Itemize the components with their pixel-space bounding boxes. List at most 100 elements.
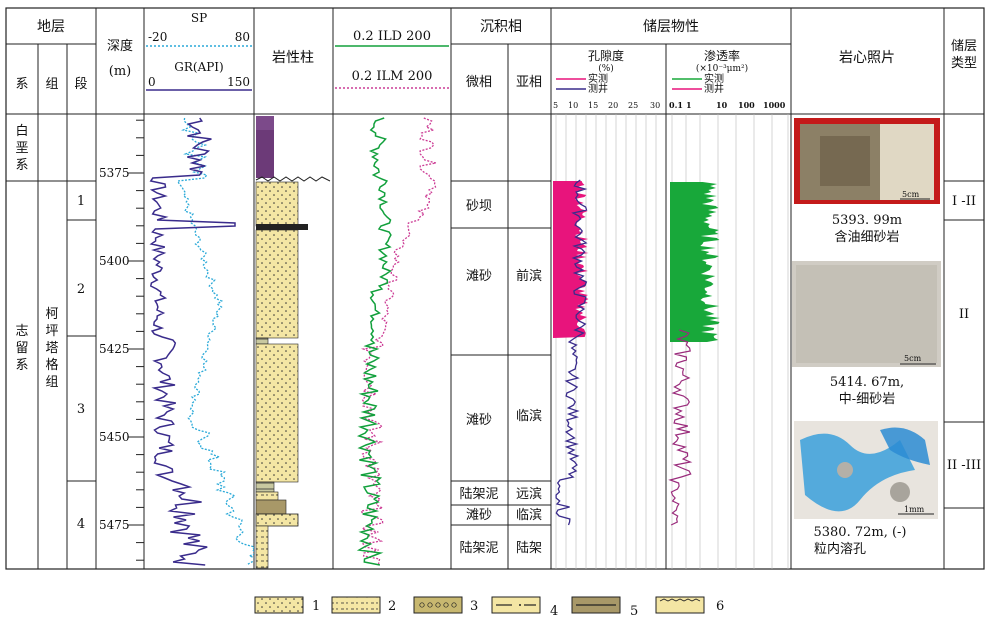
- lith-thin-bed: [256, 224, 308, 230]
- photo-3-caption-desc: 粒内溶孔: [814, 541, 866, 557]
- facies-column: 砂坝 滩砂 前滨 滩砂 临滨 陆架泥 远滨 滩砂 临滨 陆架泥 陆架: [459, 199, 542, 556]
- gr-curve: [149, 117, 236, 566]
- member-3: 3: [77, 402, 85, 417]
- perm-logged-label: 测井: [704, 82, 724, 95]
- legend-label-2: 2: [388, 599, 396, 614]
- members: 1 2 3 4: [77, 194, 85, 532]
- depth-label: 5450: [99, 430, 130, 444]
- gr-max: 150: [227, 75, 250, 89]
- porosity-tick: 15: [588, 101, 598, 110]
- properties-track: [553, 179, 720, 526]
- subfacies-3: 临滨: [516, 408, 542, 424]
- table-frame: [5, 7, 985, 570]
- facies-header: 沉积相: [480, 19, 522, 35]
- photo-2-caption-depth: 5414. 67m,: [830, 375, 904, 390]
- photo-2-scale: 5cm: [904, 354, 922, 363]
- formation-header: 组: [45, 77, 58, 92]
- perm-measured-fill: [670, 182, 720, 342]
- photo-1-stain: [820, 136, 870, 186]
- legend-swatch-1: [254, 596, 304, 614]
- lithology-column: [255, 116, 331, 569]
- photo-3-pores: [800, 433, 915, 512]
- porosity-tick: 10: [568, 101, 578, 110]
- legend-label-1: 1: [312, 599, 320, 614]
- porosity-measured-fill: [553, 181, 589, 338]
- porosity-unit: (%): [598, 63, 614, 74]
- lith-mud-3: [255, 499, 287, 515]
- core-photos-header: 岩心照片: [839, 50, 895, 66]
- subfacies-5: 临滨: [516, 507, 542, 523]
- ilm-curve: [359, 117, 437, 566]
- legend-label-5: 5: [630, 604, 638, 618]
- microfacies-4: 陆架泥: [459, 486, 498, 502]
- permeability-header: 渗透率: [704, 48, 740, 63]
- legend: 1 2 3 4 5 6: [254, 596, 724, 618]
- member-1: 1: [77, 194, 85, 209]
- depth-unit: (m): [109, 64, 131, 79]
- porosity-logged-label: 测井: [588, 82, 608, 95]
- lith-sand-4: [255, 513, 299, 527]
- reservoir-type-3: II -III: [947, 458, 981, 473]
- core-photo-3: 1mm 5380. 72m, (-) 粒内溶孔: [794, 421, 938, 557]
- legend-swatch-2: [331, 596, 381, 614]
- microfacies-3: 滩砂: [466, 413, 492, 428]
- systems: 白垩系 志留系 柯坪塔格组: [15, 123, 58, 390]
- perm-tick: 100: [738, 100, 755, 110]
- permeability-unit: (×10⁻³μm²): [696, 63, 748, 74]
- photo-3-caption-depth: 5380. 72m, (-): [813, 525, 906, 540]
- legend-label-6: 6: [716, 599, 724, 614]
- porosity-measured-label: 实测: [588, 72, 608, 85]
- sp-max: 80: [235, 30, 250, 44]
- reservoir-types: I -II II II -III: [947, 194, 981, 473]
- porosity-logged-curve: [555, 179, 588, 526]
- reservoir-type-header-2: 类型: [951, 56, 977, 71]
- lith-silt-2: [255, 525, 269, 569]
- lith-mud-1: [255, 337, 269, 345]
- reservoir-type-header-1: 储层: [951, 39, 977, 54]
- gr-label: GR(API): [174, 60, 223, 74]
- photo-1-caption-desc: 含油细砂岩: [834, 229, 899, 245]
- microfacies-header: 微相: [466, 75, 492, 90]
- perm-tick: 1000: [763, 100, 786, 110]
- porosity-header: 孔隙度: [588, 48, 624, 63]
- system-header: 系: [15, 77, 28, 92]
- sp-gr-track: [149, 117, 254, 566]
- cretaceous-top: [256, 116, 274, 130]
- cretaceous-mudstone: [256, 116, 274, 178]
- ilm-label: 0.2 ILM 200: [352, 69, 433, 84]
- microfacies-6: 陆架泥: [459, 540, 498, 556]
- ild-curve: [356, 117, 392, 566]
- depth-label: 5425: [99, 342, 130, 356]
- porosity-tick: 5: [553, 101, 558, 110]
- photo-3-pores-2: [880, 427, 930, 465]
- legend-swatch-3: [413, 596, 463, 614]
- legend-label-3: 3: [470, 599, 478, 614]
- depth-label: 5400: [99, 254, 130, 268]
- system-silurian: 志留系: [15, 324, 28, 373]
- microfacies-5: 滩砂: [466, 508, 492, 523]
- subfacies-6: 陆架: [516, 540, 542, 556]
- gr-min: 0: [148, 75, 156, 89]
- perm-ticks: 0.1 1 10 100 1000: [669, 100, 786, 110]
- lith-mud-2: [255, 481, 275, 493]
- member-header: 段: [74, 77, 87, 92]
- perm-measured-label: 实测: [704, 72, 724, 85]
- porosity-tick: 20: [608, 101, 618, 110]
- subfacies-2: 前滨: [516, 268, 542, 284]
- depth-header: 深度: [107, 38, 133, 54]
- sp-min: -20: [148, 30, 167, 44]
- microfacies-2: 滩砂: [466, 269, 492, 284]
- perm-tick: 1: [686, 100, 692, 110]
- lith-silt-1: [255, 491, 279, 501]
- core-photo-1: 5cm 5393. 99m 含油细砂岩: [794, 118, 940, 245]
- photo-3-grain-2: [890, 482, 910, 502]
- member-2: 2: [77, 282, 85, 297]
- perm-tick: 0.1: [669, 100, 683, 110]
- photo-3-scale: 1mm: [904, 505, 925, 514]
- unconformity-line: [255, 176, 331, 182]
- lith-sand-2: [255, 229, 299, 339]
- perm-logged-curve: [668, 329, 693, 526]
- lith-sand-1: [255, 181, 299, 227]
- core-photo-2: 5cm 5414. 67m, 中-细砂岩: [792, 261, 941, 407]
